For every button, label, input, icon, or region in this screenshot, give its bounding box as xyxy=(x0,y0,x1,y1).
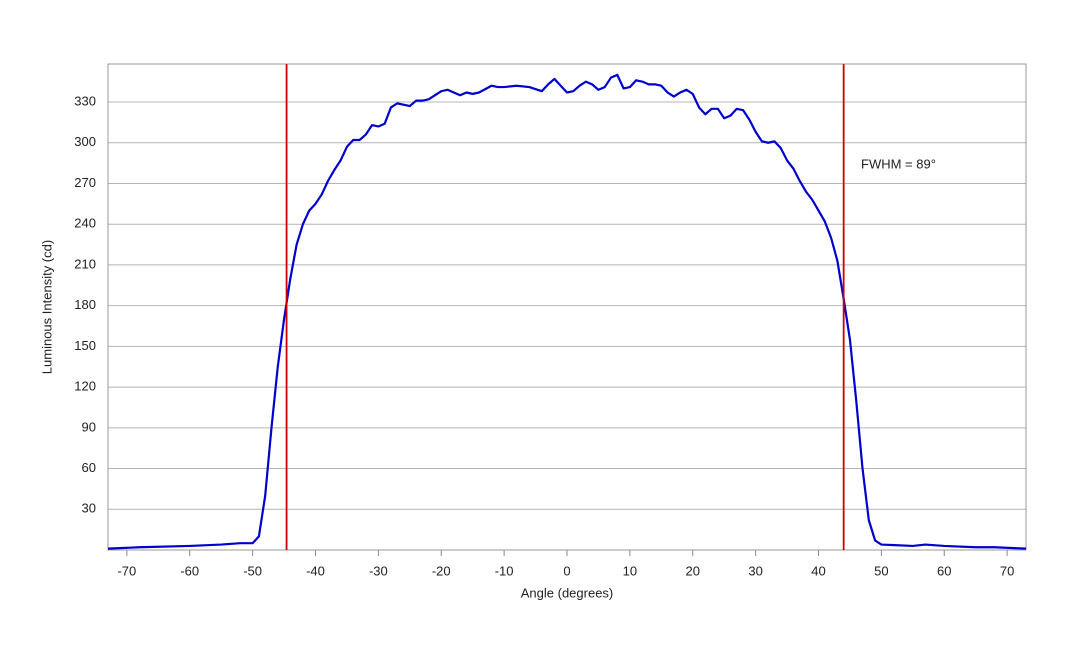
x-tick-label: -40 xyxy=(306,563,325,578)
x-tick-label: -10 xyxy=(495,563,514,578)
y-tick-label: 150 xyxy=(74,338,96,353)
x-tick-label: 50 xyxy=(874,563,888,578)
y-tick-label: 30 xyxy=(82,501,96,516)
x-tick-label: 10 xyxy=(623,563,637,578)
x-tick-label: 30 xyxy=(748,563,762,578)
annotation: FWHM = 89° xyxy=(861,156,936,171)
x-tick-label: -30 xyxy=(369,563,388,578)
x-tick-label: -70 xyxy=(117,563,136,578)
y-tick-label: 300 xyxy=(74,134,96,149)
x-tick-label: 60 xyxy=(937,563,951,578)
y-tick-label: 330 xyxy=(74,93,96,108)
y-axis-label: Luminous Intensity (cd) xyxy=(39,240,54,374)
y-tick-label: 240 xyxy=(74,216,96,231)
x-tick-label: -50 xyxy=(243,563,262,578)
y-tick-label: 180 xyxy=(74,297,96,312)
x-tick-label: 20 xyxy=(686,563,700,578)
x-tick-label: -60 xyxy=(180,563,199,578)
y-tick-label: 120 xyxy=(74,379,96,394)
y-tick-label: 210 xyxy=(74,256,96,271)
data-line xyxy=(107,73,1027,550)
plot-frame xyxy=(107,63,1027,551)
y-tick-label: 270 xyxy=(74,175,96,190)
x-tick-label: 70 xyxy=(1000,563,1014,578)
y-tick-label: 60 xyxy=(82,460,96,475)
x-tick-label: -20 xyxy=(432,563,451,578)
y-tick-label: 90 xyxy=(82,419,96,434)
x-axis-label: Angle (degrees) xyxy=(521,585,614,600)
x-tick-label: 40 xyxy=(811,563,825,578)
x-tick-label: 0 xyxy=(563,563,570,578)
